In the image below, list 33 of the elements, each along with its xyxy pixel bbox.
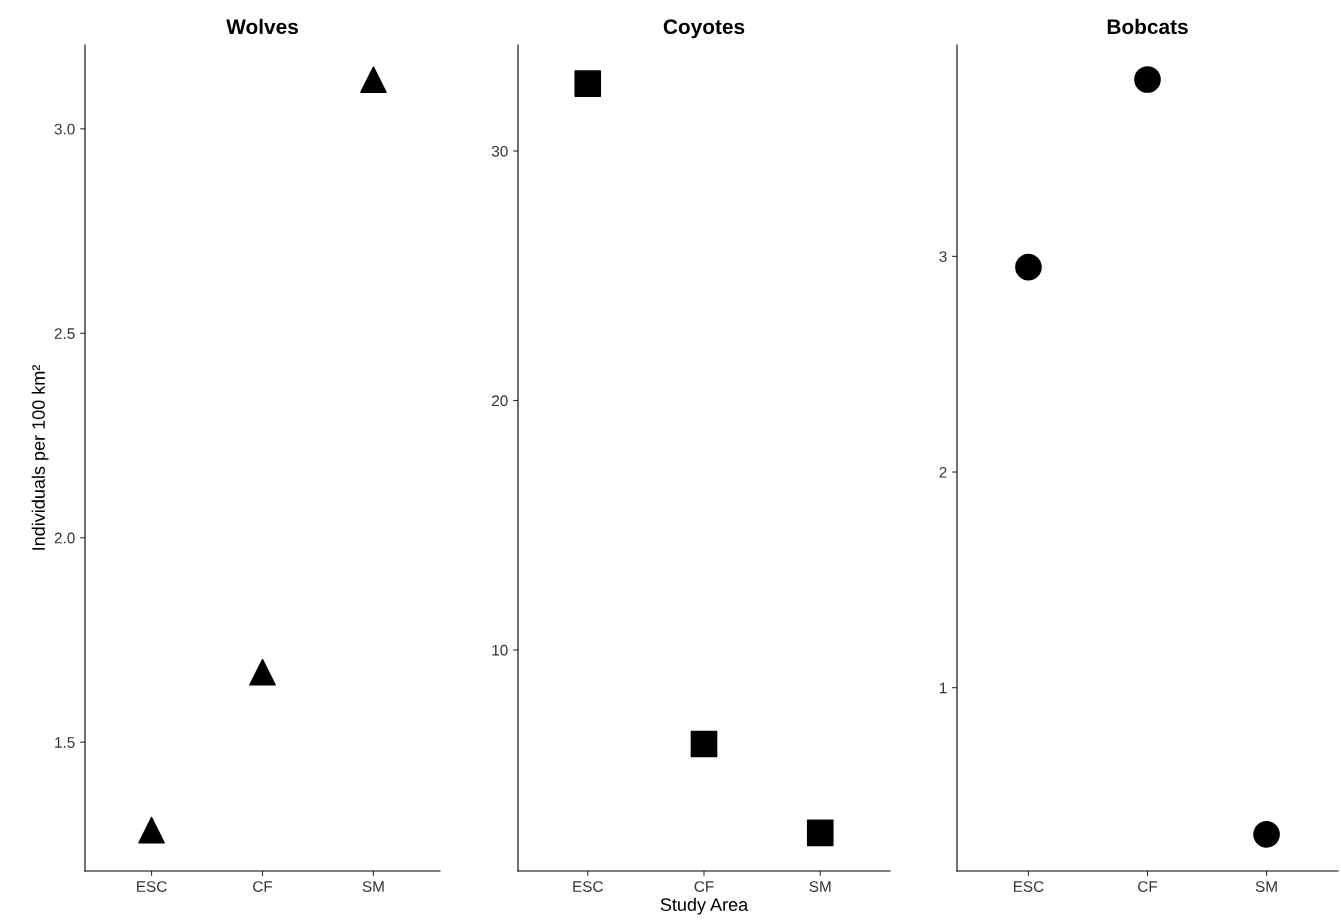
y-axis-title: Individuals per 100 km² [31,365,49,550]
y-tick-label: 3.0 [54,123,75,135]
x-tick-label: SM [362,881,384,892]
point [1134,66,1161,93]
y-tick-label: 3 [939,251,947,263]
x-tick-label: CF [1138,881,1158,892]
point [360,66,387,94]
point [690,730,718,758]
chart-title: Bobcats [1107,18,1188,35]
y-tick-label: 1.5 [55,737,75,748]
x-axis-title: Study Area [660,897,749,915]
y-tick-label: 10 [492,644,508,656]
y-tick-label: 2.5 [54,328,75,339]
x-tick-label: CF [253,881,273,892]
point [574,70,602,97]
chart-title: Wolves [226,18,298,35]
x-tick-label: ESC [1013,881,1044,892]
y-tick-label: 1 [939,682,947,694]
x-tick-label: SM [809,881,831,892]
chart-title: Coyotes [663,19,745,39]
point [138,816,165,844]
y-tick-label: 2 [939,466,947,478]
x-tick-label: ESC [137,881,167,892]
point [806,819,834,847]
y-tick-label: 20 [492,395,508,407]
y-tick-label: 2.0 [54,532,75,544]
point [249,658,276,686]
x-tick-label: CF [694,881,714,892]
y-tick-label: 30 [491,145,508,157]
x-tick-label: ESC [573,881,603,892]
point [1015,253,1042,281]
point [1253,821,1280,848]
x-tick-label: SM [1255,881,1277,892]
